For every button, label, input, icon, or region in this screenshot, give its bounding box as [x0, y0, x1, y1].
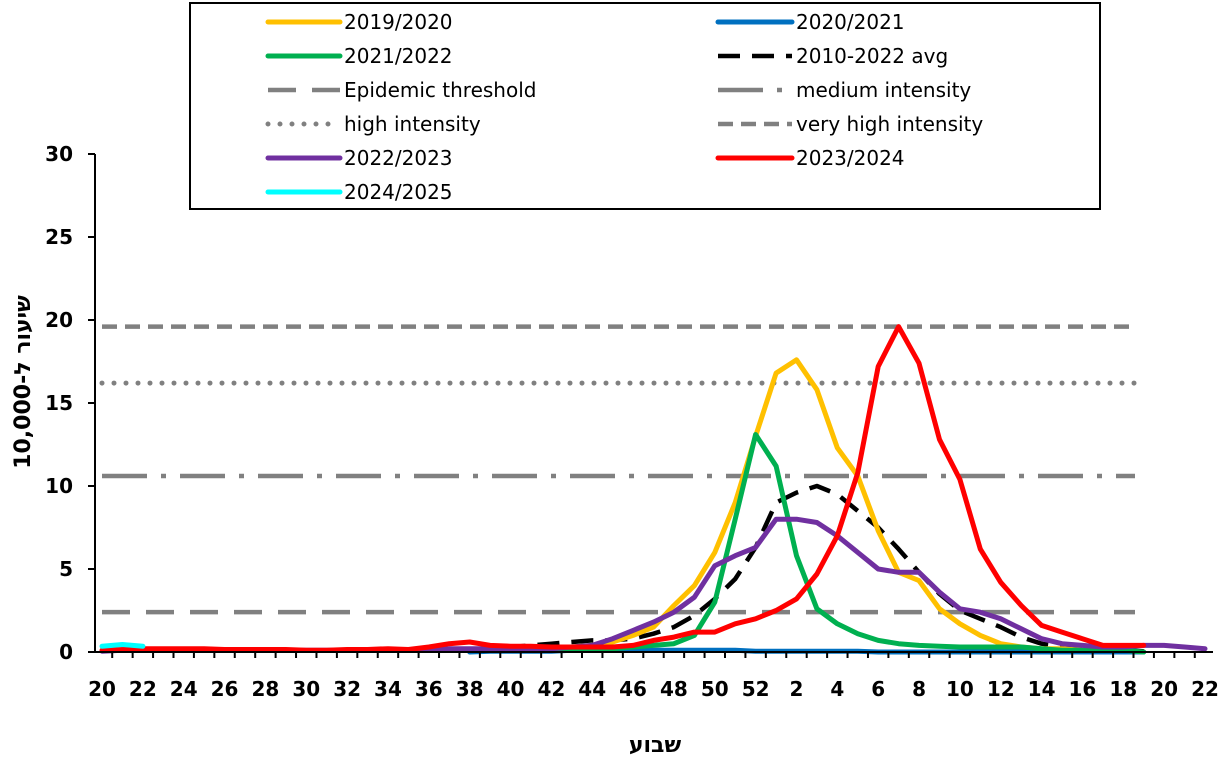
legend-item-2022-2023: 2022/2023 — [265, 146, 453, 170]
x-tick-label: 50 — [701, 677, 729, 701]
x-tick-label: 22 — [129, 677, 157, 701]
x-tick-label: 32 — [333, 677, 361, 701]
series-line-2023-2024 — [99, 324, 1147, 653]
legend-item-2019-2020: 2019/2020 — [265, 10, 453, 34]
legend: 2019/2020 2020/2021 2021/2022 2010-2022 avg… — [189, 2, 1101, 210]
y-axis-title: שיעור ל-10,000 — [11, 295, 36, 469]
series-line-2024-2025 — [99, 642, 146, 649]
legend-item-2023-2024: 2023/2024 — [715, 146, 905, 170]
y-tick-label: 15 — [45, 391, 73, 415]
x-tick-label: 16 — [1069, 677, 1097, 701]
x-tick-label: 22 — [1191, 677, 1219, 701]
legend-label: 2020/2021 — [796, 10, 905, 34]
x-tick-label: 24 — [170, 677, 198, 701]
x-tick-label: 4 — [830, 677, 844, 701]
x-tick-label: 12 — [987, 677, 1015, 701]
legend-label: high intensity — [344, 112, 481, 136]
x-tick-label: 52 — [742, 677, 770, 701]
x-tick-label: 28 — [251, 677, 279, 701]
legend-label: 2021/2022 — [344, 44, 453, 68]
y-tick-label: 25 — [45, 225, 73, 249]
legend-label: 2023/2024 — [796, 146, 905, 170]
y-tick-label: 5 — [59, 557, 73, 581]
legend-item-2024-2025: 2024/2025 — [265, 180, 453, 204]
legend-item-medium-intensity: medium intensity — [718, 78, 971, 102]
x-axis-ticks: 20 22 24 26 28 30 32 34 36 38 40 42 44 46 48 50 52 2 4 6 8 10… — [88, 652, 1219, 701]
legend-label: 2019/2020 — [344, 10, 453, 34]
x-tick-label: 20 — [88, 677, 116, 701]
series-line-2010-2022-avg — [469, 483, 1144, 654]
y-axis-ticks: 0 5 10 15 20 25 30 — [45, 142, 95, 664]
x-tick-label: 14 — [1028, 677, 1056, 701]
series-line-2021-2022 — [467, 432, 1147, 655]
x-tick-label: 42 — [537, 677, 565, 701]
x-tick-label: 48 — [660, 677, 688, 701]
x-tick-label: 46 — [619, 677, 647, 701]
x-tick-label: 34 — [374, 677, 402, 701]
series-line-2019-2020 — [467, 357, 1147, 655]
y-tick-label: 10 — [45, 474, 73, 498]
y-tick-label: 0 — [59, 640, 73, 664]
legend-items: 2019/2020 2020/2021 2021/2022 2010-2022 avg… — [265, 10, 983, 204]
y-tick-label: 30 — [45, 142, 73, 166]
x-tick-label: 20 — [1150, 677, 1178, 701]
legend-item-very-high-intensity: very high intensity — [718, 112, 983, 136]
x-tick-label: 40 — [497, 677, 525, 701]
x-tick-label: 10 — [946, 677, 974, 701]
x-tick-label: 44 — [578, 677, 606, 701]
legend-label: Epidemic threshold — [344, 78, 536, 102]
legend-box — [189, 2, 1101, 210]
legend-label: 2022/2023 — [344, 146, 453, 170]
x-tick-label: 2 — [790, 677, 804, 701]
x-tick-label: 30 — [292, 677, 320, 701]
legend-item-2021-2022: 2021/2022 — [265, 44, 453, 68]
x-tick-label: 26 — [211, 677, 239, 701]
legend-item-epidemic-threshold: Epidemic threshold — [268, 78, 536, 102]
x-axis-title: שבוע — [629, 733, 682, 758]
legend-item-high-intensity: high intensity — [265, 112, 481, 136]
x-tick-label: 18 — [1109, 677, 1137, 701]
plot-area — [99, 324, 1208, 655]
y-tick-label: 20 — [45, 308, 73, 332]
legend-label: very high intensity — [796, 112, 983, 136]
x-tick-label: 8 — [912, 677, 926, 701]
x-tick-label: 38 — [456, 677, 484, 701]
legend-label: 2010-2022 avg — [796, 44, 948, 68]
x-tick-label: 36 — [415, 677, 443, 701]
legend-label: medium intensity — [796, 78, 971, 102]
x-tick-label: 6 — [871, 677, 885, 701]
legend-item-2010-2022-avg: 2010-2022 avg — [718, 44, 948, 68]
legend-item-2020-2021: 2020/2021 — [715, 10, 905, 34]
legend-label: 2024/2025 — [344, 180, 453, 204]
